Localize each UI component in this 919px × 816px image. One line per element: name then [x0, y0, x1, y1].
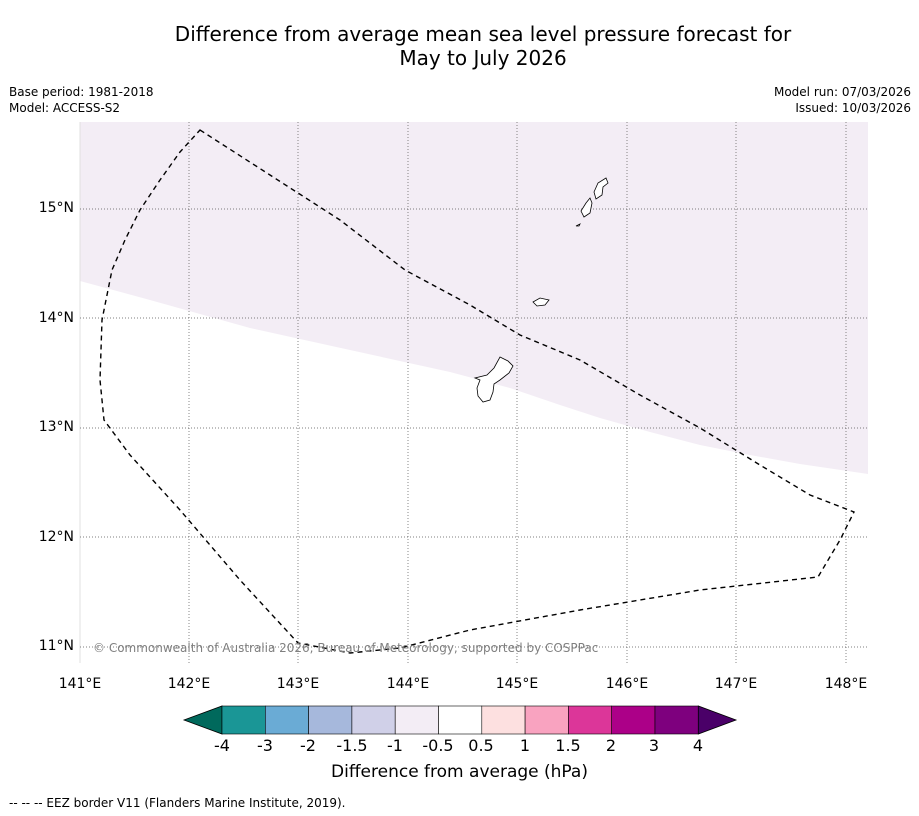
- lat-label-11: 11°N: [38, 638, 74, 654]
- colorbar-tick-label: 1: [519, 736, 531, 755]
- colorbar-swatch: [351, 705, 396, 735]
- lon-label-146: 146°E: [605, 676, 649, 692]
- colorbar-swatch: [308, 705, 353, 735]
- colorbar-swatch: [264, 705, 309, 735]
- title-line-1: Difference from average mean sea level p…: [174, 22, 792, 46]
- lon-label-143: 143°E: [276, 676, 320, 692]
- colorbar-extend-low: [182, 705, 223, 735]
- lat-label-15: 15°N: [38, 200, 74, 216]
- model-run: Model run: 07/03/2026: [773, 85, 911, 99]
- colorbar-tick-label: -2: [300, 736, 316, 755]
- colorbar-tick-label: 3: [648, 736, 660, 755]
- colorbar-label: Difference from average (hPa): [331, 762, 588, 782]
- colorbar-swatch: [438, 705, 483, 735]
- lat-label-13: 13°N: [38, 419, 74, 435]
- colorbar-tick-label: 4: [692, 736, 704, 755]
- colorbar-tick-label: 1.5: [555, 736, 581, 755]
- islands: [473, 177, 609, 403]
- colorbar-tick-label: -4: [214, 736, 230, 755]
- colorbar-swatch: [481, 705, 526, 735]
- colorbar-swatch: [568, 705, 613, 735]
- island-tinian: [580, 197, 593, 218]
- lon-label-148: 148°E: [824, 676, 868, 692]
- colorbar-swatch: [524, 705, 569, 735]
- colorbar-tick-label: 2: [605, 736, 617, 755]
- title-line-2: May to July 2026: [399, 46, 567, 70]
- colorbar-tick-label: -0.5: [422, 736, 454, 755]
- lat-label-14: 14°N: [38, 310, 74, 326]
- eez-legend: -- -- -- EEZ border V11 (Flanders Marine…: [9, 796, 346, 810]
- copyright-notice: © Commonwealth of Australia 2026, Bureau…: [93, 641, 599, 655]
- base-period: Base period: 1981-2018: [9, 85, 154, 99]
- colorbar-tick-label: -3: [257, 736, 273, 755]
- chart-title: Difference from average mean sea level p…: [0, 22, 919, 70]
- lon-label-145: 145°E: [495, 676, 539, 692]
- colorbar-tick-label: -1.5: [336, 736, 368, 755]
- pressure-anomaly-shaded-region: [80, 122, 868, 474]
- lon-label-144: 144°E: [386, 676, 430, 692]
- eez-border: [99, 129, 855, 654]
- lat-label-12: 12°N: [38, 529, 74, 545]
- issued-date: Issued: 10/03/2026: [795, 101, 911, 115]
- meta-left: Base period: 1981-2018 Model: ACCESS-S2: [9, 84, 154, 116]
- model-name: Model: ACCESS-S2: [9, 101, 121, 115]
- lon-label-142: 142°E: [167, 676, 211, 692]
- colorbar-tick-label: 0.5: [468, 736, 494, 755]
- meta-right: Model run: 07/03/2026 Issued: 10/03/2026: [774, 84, 911, 116]
- gridlines: [80, 122, 868, 663]
- colorbar-swatch: [611, 705, 656, 735]
- colorbar-swatch: [654, 705, 699, 735]
- island-aguijan: [575, 223, 581, 227]
- colorbar-swatch: [221, 705, 266, 735]
- lon-label-141: 141°E: [58, 676, 102, 692]
- island-guam: [473, 356, 514, 403]
- colorbar-tick-label: -1: [387, 736, 403, 755]
- colorbar-extend-high: [697, 705, 738, 735]
- lon-label-147: 147°E: [714, 676, 758, 692]
- colorbar-swatch: [394, 705, 439, 735]
- island-saipan: [593, 177, 609, 200]
- island-rota: [532, 297, 550, 307]
